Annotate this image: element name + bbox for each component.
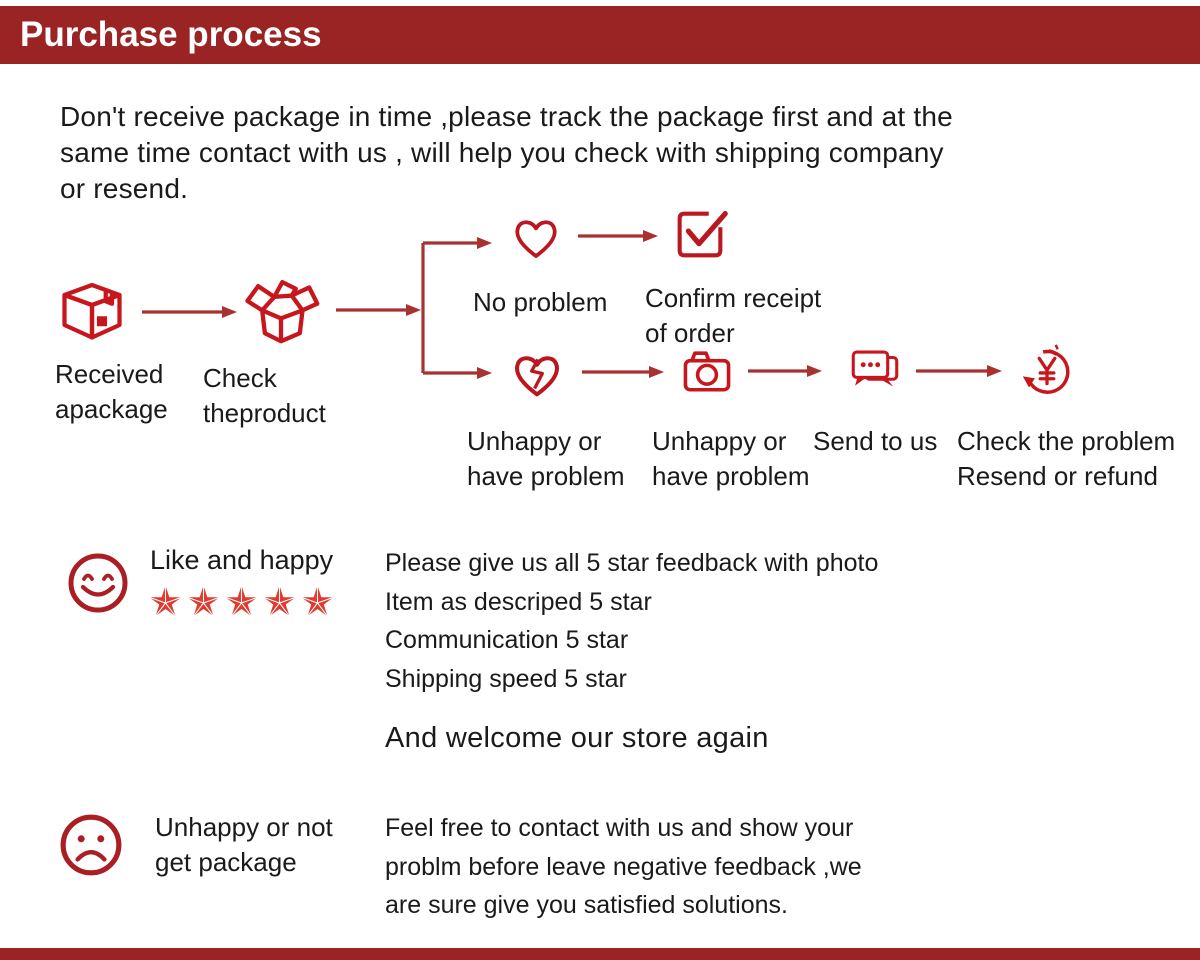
step-label-line: have problem [467,461,625,491]
step-label-line: Send to us [813,426,938,456]
feedback-line: Shipping speed 5 star [385,664,627,693]
broken-heart-icon [505,343,569,405]
package-closed-icon [52,270,132,350]
footer-bar [0,948,1200,960]
step-label-line: Unhappy or [652,426,787,456]
happy-section-title: Like and happy [150,545,334,575]
heart-icon [505,208,567,266]
page-title: Purchase process [20,15,322,54]
step-label-line: of order [645,318,735,348]
refund-yen-icon [1016,340,1078,402]
chat-icon [844,343,906,401]
feedback-line: Item as descriped 5 star [385,587,652,616]
unhappy-section-title: Unhappy or not get package [155,810,333,880]
step-label-line: apackage [55,394,168,424]
step-label-line: Unhappy or [467,426,602,456]
star-icon [187,585,220,617]
unhappy-title-line: Unhappy or not [155,812,333,842]
intro-line: Don't receive package in time ,please tr… [60,101,953,132]
camera-icon [676,341,738,401]
intro-line: or resend. [60,173,189,204]
unhappy-line: Feel free to contact with us and show yo… [385,814,854,842]
welcome-text: And welcome our store again [385,722,769,754]
step-label-confirm: Confirm receipt of order [645,281,821,351]
step-label-unhappy-1: Unhappy or have problem [467,424,625,494]
intro-paragraph: Don't receive package in time ,please tr… [60,99,1080,207]
checkbox-check-icon [668,203,732,265]
step-label-check: Check theproduct [203,361,326,431]
header-bar: Purchase process [0,6,1200,64]
step-label-line: Confirm receipt [645,283,822,313]
step-label-line: Received [55,359,164,389]
step-label-line: theproduct [203,398,326,428]
unhappy-line: problm before leave negative feedback ,w… [385,852,862,881]
star-icon [149,585,182,617]
step-label-line: Resend or refund [957,461,1158,491]
step-label-no-problem: No problem [473,285,607,320]
feedback-line: Please give us all 5 star feedback with … [385,549,879,577]
sad-face-icon [58,812,124,878]
package-open-icon [238,266,324,352]
happy-feedback-lines: Please give us all 5 star feedback with … [385,544,878,698]
step-label-unhappy-2: Unhappy or have problem [652,424,810,494]
step-label-line: have problem [652,461,810,491]
step-label-line: Check [203,363,277,393]
star-icon [301,585,334,617]
step-label-send: Send to us [813,424,937,459]
step-label-line: No problem [473,287,608,317]
star-rating [147,583,336,620]
step-label-resolve: Check the problem Resend or refund [957,424,1175,494]
star-icon [225,585,258,617]
unhappy-line: are sure give you satisfied solutions. [385,891,788,919]
smiley-face-icon [66,551,130,615]
step-label-line: Check the problem [957,426,1176,456]
unhappy-text-lines: Feel free to contact with us and show yo… [385,809,862,925]
intro-line: same time contact with us , will help yo… [60,137,944,168]
step-label-received: Received apackage [55,357,168,427]
unhappy-title-line: get package [155,847,297,877]
feedback-line: Communication 5 star [385,626,629,654]
star-icon [263,585,296,617]
